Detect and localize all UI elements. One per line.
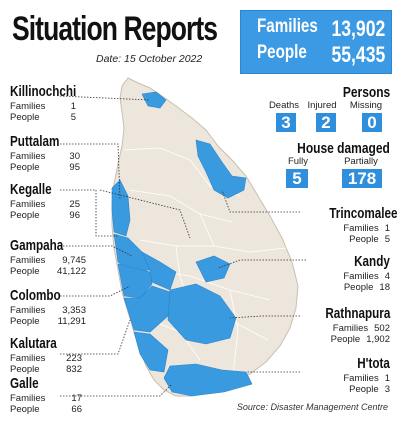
- people-label: People: [10, 404, 40, 415]
- area-colombo: [117, 263, 153, 299]
- fully-count: 5: [286, 169, 308, 188]
- district-rathnapura: Rathnapura Families 502 People 1,902: [306, 306, 390, 345]
- people-label: People: [10, 266, 40, 277]
- missing-label: Missing: [349, 100, 383, 111]
- leader-lines: [59, 95, 306, 397]
- families-label: Families: [10, 151, 46, 162]
- district-gampaha: Gampaha Families 9,745 People 41,122: [10, 238, 86, 277]
- district-name: Colombo: [10, 287, 61, 304]
- families-value: 3,353: [62, 305, 86, 316]
- district-name: Kegalle: [10, 181, 52, 198]
- people-value: 11,291: [57, 316, 86, 327]
- families-label: Families: [332, 323, 369, 334]
- families-value: 25: [69, 199, 80, 210]
- district-trincomalee: Trincomalee Families 1 People 5: [310, 206, 397, 245]
- district-name: Trincomalee: [329, 205, 398, 222]
- persons-title: Persons: [342, 84, 390, 101]
- families-label: Families: [10, 305, 46, 316]
- district-name: Kalutara: [10, 335, 57, 352]
- district-galle: Galle Families 17 People 66: [10, 376, 82, 415]
- families-value: 1: [384, 223, 390, 234]
- families-value: 1: [70, 101, 76, 112]
- people-label: People: [10, 210, 40, 221]
- district-name: Killinochchi: [10, 83, 77, 100]
- families-label: Families: [10, 101, 46, 112]
- area-rathnapura: [167, 283, 237, 345]
- district-puttalam: Puttalam Families 30 People 95: [10, 134, 80, 173]
- people-label: People: [330, 334, 361, 345]
- district-name: Kandy: [354, 253, 390, 270]
- district-kandy: Kandy Families 4 People 18: [310, 254, 390, 293]
- people-label: People: [10, 162, 40, 173]
- district-kegalle: Kegalle Families 25 People 96: [10, 182, 80, 221]
- deaths-count: 3: [276, 113, 296, 132]
- deaths-label: Deaths: [268, 100, 300, 111]
- partially-label: Partially: [344, 156, 378, 167]
- area-galle: [133, 331, 169, 373]
- people-label: People: [10, 316, 40, 327]
- families-label: Families: [343, 271, 379, 282]
- people-value: 1,902: [366, 334, 390, 345]
- people-value: 96: [69, 210, 80, 221]
- totals-families-value: 13,902: [331, 16, 385, 41]
- totals-people-label: People: [257, 42, 307, 63]
- people-value: 5: [384, 234, 390, 245]
- totals-people-row: People 55,435: [241, 42, 391, 68]
- district-name: Gampaha: [10, 237, 64, 254]
- families-label: Families: [10, 393, 46, 404]
- fully-label: Fully: [287, 156, 309, 167]
- people-label: People: [349, 384, 379, 395]
- district-name: Rathnapura: [324, 305, 390, 322]
- district-htota: H'tota Families 1 People 3: [310, 356, 390, 395]
- district-killinochchi: Killinochchi Families 1 People 5: [10, 84, 76, 123]
- families-value: 30: [69, 151, 80, 162]
- area-htota: [163, 363, 253, 397]
- totals-families-label: Families: [257, 16, 318, 37]
- families-label: Families: [10, 353, 46, 364]
- people-label: People: [10, 364, 40, 375]
- people-value: 41,122: [56, 266, 86, 277]
- district-name: H'tota: [357, 355, 390, 372]
- houses-title: House damaged: [297, 140, 390, 157]
- district-kalutara: Kalutara Families 223 People 832: [10, 336, 82, 375]
- families-value: 223: [66, 353, 82, 364]
- families-label: Families: [343, 373, 379, 384]
- families-value: 9,745: [62, 255, 86, 266]
- partially-count: 178: [342, 169, 382, 188]
- families-value: 17: [71, 393, 82, 404]
- people-value: 95: [69, 162, 80, 173]
- district-name: Puttalam: [10, 133, 60, 150]
- source-note: Source: Disaster Management Centre: [236, 402, 388, 412]
- families-label: Families: [10, 255, 46, 266]
- people-value: 3: [384, 384, 390, 395]
- district-colombo: Colombo Families 3,353 People 11,291: [10, 288, 86, 327]
- area-puttalam: [111, 179, 131, 237]
- people-value: 832: [66, 364, 82, 375]
- district-name: Galle: [10, 375, 39, 392]
- affected-districts: [111, 91, 253, 397]
- totals-families-row: Families 13,902: [241, 16, 391, 42]
- families-value: 4: [384, 271, 390, 282]
- families-value: 502: [374, 323, 390, 334]
- people-label: People: [343, 282, 374, 293]
- area-killinochchi: [141, 91, 167, 109]
- people-value: 66: [71, 404, 82, 415]
- report-date: Date: 15 October 2022: [96, 53, 203, 65]
- injured-label: Injured: [307, 100, 337, 111]
- families-label: Families: [10, 199, 46, 210]
- families-label: Families: [343, 223, 379, 234]
- families-value: 1: [384, 373, 390, 384]
- area-kandy: [195, 255, 231, 283]
- missing-count: 0: [362, 113, 382, 132]
- area-trincomalee: [195, 139, 247, 199]
- totals-panel: Families 13,902 People 55,435: [240, 10, 392, 74]
- people-label: People: [10, 112, 40, 123]
- page-title: Situation Reports: [12, 10, 218, 48]
- people-value: 18: [379, 282, 390, 293]
- people-value: 5: [70, 112, 76, 123]
- totals-people-value: 55,435: [331, 42, 385, 67]
- injured-count: 2: [316, 113, 336, 132]
- people-label: People: [349, 234, 379, 245]
